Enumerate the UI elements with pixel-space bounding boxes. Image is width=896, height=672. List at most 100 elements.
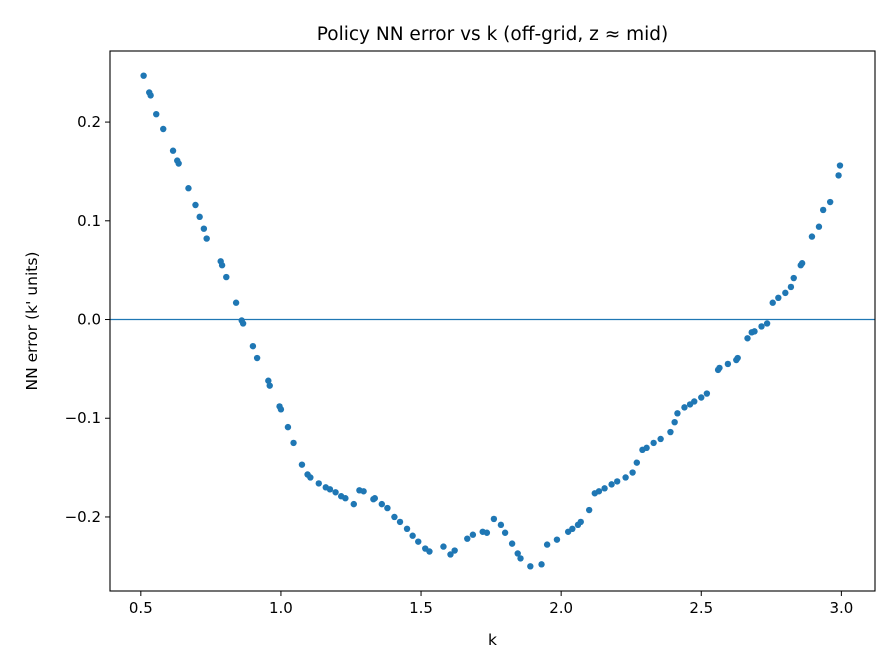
data-point — [315, 480, 322, 487]
data-point — [691, 398, 698, 405]
data-point — [185, 185, 192, 192]
data-point — [724, 360, 732, 368]
data-point — [175, 160, 182, 167]
data-point — [577, 518, 584, 526]
y-tick-label: −0.2 — [65, 508, 101, 526]
data-point — [782, 289, 789, 297]
data-point — [826, 198, 834, 206]
data-point — [808, 233, 816, 240]
chart-title: Policy NN error vs k (off-grid, z ≈ mid) — [317, 24, 668, 45]
data-point — [608, 481, 615, 488]
data-point — [790, 274, 797, 282]
data-point — [253, 354, 261, 362]
data-point — [160, 125, 167, 133]
x-tick-label: 3.0 — [829, 599, 853, 617]
data-point — [326, 486, 334, 493]
y-tick-label: 0.2 — [77, 113, 101, 131]
data-point — [218, 262, 226, 269]
data-point — [232, 299, 240, 306]
data-point — [196, 213, 203, 221]
data-point — [371, 495, 379, 502]
data-point — [527, 563, 534, 570]
x-tick-label: 1.5 — [409, 599, 433, 617]
data-point — [464, 535, 471, 542]
data-point — [350, 500, 357, 508]
data-point — [483, 529, 491, 536]
data-point — [169, 147, 177, 154]
data-point — [391, 513, 398, 521]
data-point — [585, 506, 593, 514]
data-point — [633, 459, 641, 466]
data-point — [836, 162, 844, 169]
data-point — [787, 283, 795, 291]
data-point — [769, 299, 776, 306]
data-point — [613, 478, 621, 485]
data-point — [798, 260, 806, 267]
data-point — [239, 320, 247, 327]
data-point — [601, 485, 608, 492]
data-point — [192, 201, 199, 209]
data-point — [277, 406, 285, 413]
axes-frame — [109, 50, 876, 592]
data-point — [657, 435, 664, 443]
data-point — [497, 521, 505, 529]
data-point — [360, 488, 367, 495]
data-point — [667, 428, 674, 436]
data-point — [569, 525, 576, 533]
data-point — [716, 364, 723, 372]
data-point — [758, 323, 765, 330]
x-axis-label: k — [488, 631, 497, 649]
data-point — [384, 504, 391, 512]
data-point — [681, 404, 688, 411]
data-point — [490, 515, 498, 523]
data-point — [698, 394, 705, 401]
y-tick-label: 0.0 — [77, 311, 101, 329]
data-point — [508, 540, 516, 547]
data-point — [266, 382, 273, 389]
data-point — [553, 536, 561, 543]
data-point — [629, 469, 636, 476]
data-point — [514, 550, 521, 557]
data-point — [469, 531, 477, 538]
data-point — [674, 410, 681, 417]
data-point — [763, 320, 771, 327]
data-point — [751, 328, 758, 335]
data-point — [835, 172, 842, 179]
data-point — [249, 342, 257, 350]
data-point — [298, 461, 306, 468]
data-point — [447, 551, 454, 558]
data-point — [265, 377, 272, 384]
data-point — [396, 518, 404, 526]
x-tick-label: 2.5 — [689, 599, 713, 617]
data-point — [223, 273, 230, 281]
x-tick-label: 0.5 — [129, 599, 153, 617]
y-axis-ticks: −0.2 −0.1 0.0 0.1 0.2 — [65, 113, 110, 526]
data-point — [415, 538, 422, 545]
data-point — [153, 110, 160, 118]
data-point — [203, 235, 210, 242]
data-point — [671, 418, 678, 426]
x-tick-label: 1.0 — [269, 599, 293, 617]
x-tick-label: 2.0 — [549, 599, 573, 617]
data-point — [200, 225, 208, 232]
data-point — [284, 423, 292, 431]
data-point — [815, 223, 823, 230]
data-point — [734, 354, 741, 362]
data-point — [744, 335, 751, 342]
y-tick-label: −0.1 — [65, 409, 101, 427]
points-layer — [140, 72, 844, 570]
data-point — [426, 548, 433, 555]
data-point — [290, 439, 297, 447]
data-point — [378, 500, 386, 508]
data-point — [409, 532, 416, 539]
y-axis-label: NN error (k' units) — [23, 252, 41, 391]
data-point — [403, 525, 411, 533]
y-tick-label: 0.1 — [77, 212, 101, 230]
data-point — [775, 294, 782, 302]
data-point — [440, 543, 447, 550]
data-point — [451, 547, 458, 554]
data-point — [147, 92, 154, 99]
data-point — [307, 474, 314, 481]
